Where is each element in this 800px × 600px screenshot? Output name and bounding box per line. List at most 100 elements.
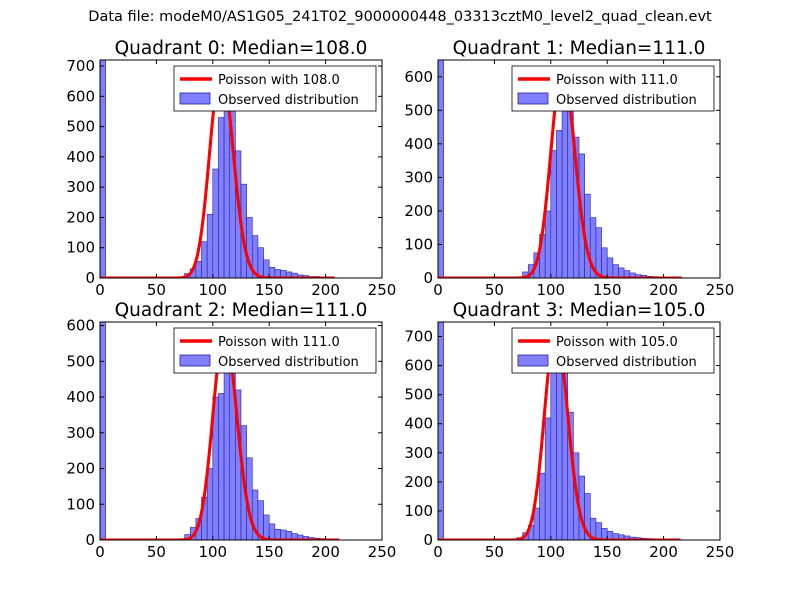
subplot-title: Quadrant 1: Median=111.0	[453, 38, 706, 59]
y-tick-label: 500	[66, 118, 95, 136]
y-tick-label: 500	[404, 386, 433, 404]
y-tick-label: 100	[404, 502, 433, 520]
x-tick-label: 250	[368, 543, 397, 561]
x-tick-label: 50	[147, 281, 166, 299]
axes-frame	[99, 321, 383, 541]
histogram-bar	[544, 417, 552, 540]
legend-label-observed: Observed distribution	[218, 93, 359, 108]
histogram-bar	[612, 264, 619, 278]
histogram-bar	[212, 168, 219, 278]
subplot-title: Quadrant 0: Median=108.0	[115, 38, 368, 59]
y-tick-label: 200	[404, 473, 433, 491]
x-tick-label: 50	[485, 281, 504, 299]
x-tick-label: 200	[649, 281, 678, 299]
y-tick-label: 300	[404, 168, 433, 186]
y-tick-label: 0	[85, 531, 95, 549]
legend-label-poisson: Poisson with 108.0	[218, 73, 340, 88]
panel-quadrant-2: 0 50 100 150 200 250 0 100 200 300 400 500 600 Quadra…	[66, 300, 396, 561]
legend: Poisson with 111.0 Observed distribution	[173, 327, 377, 374]
legend-bar-swatch	[179, 354, 211, 367]
histogram-bar	[257, 247, 264, 278]
legend-label-poisson: Poisson with 105.0	[556, 335, 678, 350]
legend-label-poisson: Poisson with 111.0	[556, 73, 678, 88]
x-tick-label: 50	[147, 543, 166, 561]
axes-frame	[99, 59, 383, 279]
x-tick-label: 250	[706, 281, 735, 299]
x-tick-label: 150	[255, 281, 284, 299]
y-tick-label: 300	[66, 178, 95, 196]
y-tick-label: 600	[404, 357, 433, 375]
histogram-bar	[595, 522, 602, 540]
y-tick-label: 700	[404, 328, 433, 346]
axes-frame	[437, 321, 721, 541]
subplot-title: Quadrant 2: Median=111.0	[115, 300, 368, 321]
legend-label-observed: Observed distribution	[218, 355, 359, 370]
legend-bar-swatch	[517, 354, 549, 367]
histogram-bar	[218, 393, 225, 540]
histogram-bar	[550, 150, 557, 278]
histogram-bar	[206, 214, 214, 278]
legend-label-observed: Observed distribution	[556, 355, 697, 370]
histogram-bar	[100, 60, 106, 278]
histogram-bar	[595, 227, 602, 278]
y-tick-label: 100	[66, 495, 95, 513]
y-tick-label: 300	[66, 424, 95, 442]
histogram-bar	[544, 210, 552, 278]
figure-title: Data file: modeM0/AS1G05_241T02_90000004…	[88, 9, 712, 25]
histogram-bar	[601, 247, 608, 278]
y-tick-label: 400	[66, 388, 95, 406]
histogram-bar	[218, 117, 225, 278]
panel-quadrant-0: 0 50 100 150 200 250 0 100 200 300 400 500 600 700 Qua…	[66, 38, 396, 299]
legend-label-poisson: Poisson with 111.0	[218, 335, 340, 350]
x-tick-label: 150	[593, 543, 622, 561]
y-tick-label: 200	[66, 208, 95, 226]
histogram-bar	[263, 514, 270, 540]
x-tick-label: 200	[311, 281, 340, 299]
y-tick-label: 200	[66, 460, 95, 478]
histogram-bar	[263, 259, 270, 278]
x-tick-label: 100	[536, 543, 565, 561]
x-tick-label: 100	[198, 543, 227, 561]
y-tick-label: 100	[66, 239, 95, 257]
x-tick-label: 200	[311, 543, 340, 561]
y-tick-label: 600	[66, 317, 95, 335]
x-tick-label: 0	[433, 543, 443, 561]
legend-label-observed: Observed distribution	[556, 93, 697, 108]
histogram-bar	[274, 528, 281, 540]
y-tick-label: 0	[85, 269, 95, 287]
y-tick-label: 400	[404, 415, 433, 433]
histogram-bar	[601, 528, 608, 540]
y-tick-label: 600	[404, 68, 433, 86]
legend-bar-swatch	[179, 92, 211, 105]
x-tick-label: 0	[433, 281, 443, 299]
y-tick-label: 200	[404, 202, 433, 220]
axes-frame	[437, 59, 721, 279]
x-tick-label: 0	[95, 281, 105, 299]
y-tick-label: 300	[404, 444, 433, 462]
subplot-title: Quadrant 3: Median=105.0	[453, 300, 706, 321]
histogram-bar	[201, 241, 208, 278]
y-tick-label: 0	[423, 269, 433, 287]
legend: Poisson with 105.0 Observed distribution	[511, 327, 715, 374]
panel-quadrant-1: 0 50 100 150 200 250 0 100 200 300 400 500 600 Quadra…	[404, 38, 734, 299]
y-tick-label: 400	[404, 135, 433, 153]
y-tick-label: 500	[66, 352, 95, 370]
legend: Poisson with 111.0 Observed distribution	[511, 65, 715, 112]
histogram-bar	[100, 322, 106, 540]
y-tick-label: 400	[66, 148, 95, 166]
histogram-bar	[195, 261, 202, 278]
histogram-bar	[606, 257, 614, 278]
y-tick-label: 700	[66, 57, 95, 75]
x-tick-label: 200	[649, 543, 678, 561]
histogram-bar	[584, 493, 591, 540]
x-tick-label: 0	[95, 543, 105, 561]
y-tick-label: 0	[423, 531, 433, 549]
x-tick-label: 150	[255, 543, 284, 561]
legend: Poisson with 108.0 Observed distribution	[173, 65, 377, 112]
x-tick-label: 250	[706, 543, 735, 561]
histogram-bar	[550, 362, 557, 540]
histogram-bar	[268, 523, 276, 540]
y-tick-label: 600	[66, 87, 95, 105]
legend-bar-swatch	[517, 92, 549, 105]
